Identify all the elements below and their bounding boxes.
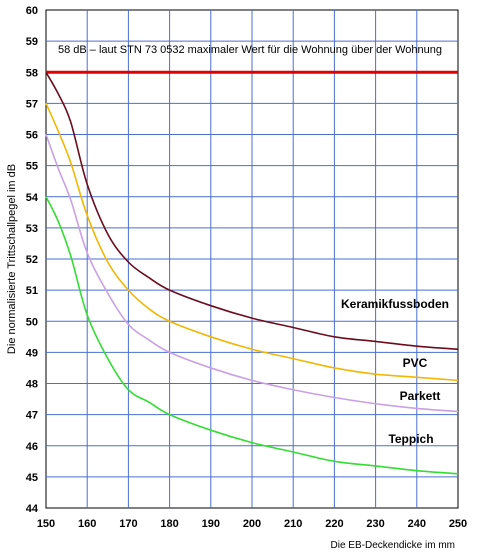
- y-tick-labels: 44 45 46 47 48 49 50 51 52 53 54 55 56 57 58 59 60: [26, 5, 39, 515]
- y-tick-label: 59: [26, 36, 38, 48]
- x-tick-label: 230: [366, 518, 384, 530]
- x-tick-labels: 150 160 170 180 190 200 210 220 230 240 250: [37, 518, 467, 530]
- series-label-keramikfussboden: Keramikfussboden: [341, 297, 449, 311]
- y-tick-label: 54: [26, 192, 39, 204]
- series-line-keramikfussboden: [45, 71, 459, 351]
- y-tick-label: 50: [26, 316, 38, 328]
- series-line-parkett: [45, 134, 459, 413]
- series-line-pvc: [45, 103, 459, 382]
- y-axis-label: Die normalisierte Trittschallpegel im dB: [6, 164, 18, 354]
- y-tick-label: 60: [26, 5, 38, 17]
- series-labels: Keramikfussboden PVC Parkett Teppich: [341, 297, 449, 446]
- y-tick-label: 58: [26, 67, 38, 79]
- y-tick-label: 48: [26, 379, 38, 391]
- grid: [46, 10, 458, 508]
- series-label-pvc: PVC: [403, 356, 428, 370]
- y-tick-label: 53: [26, 223, 38, 235]
- x-tick-label: 240: [408, 518, 426, 530]
- y-tick-label: 51: [26, 285, 38, 297]
- y-tick-label: 47: [26, 410, 38, 422]
- x-tick-label: 250: [449, 518, 467, 530]
- x-tick-label: 210: [284, 518, 302, 530]
- series-line-teppich: [45, 196, 459, 475]
- x-tick-label: 200: [243, 518, 261, 530]
- x-tick-label: 150: [37, 518, 55, 530]
- y-tick-label: 45: [26, 472, 38, 484]
- series-lines: [45, 71, 459, 475]
- y-tick-label: 52: [26, 254, 38, 266]
- x-axis-label: Die EB-Deckendicke im mm: [331, 540, 455, 551]
- x-tick-label: 180: [160, 518, 178, 530]
- series-label-teppich: Teppich: [388, 432, 433, 446]
- x-tick-label: 190: [202, 518, 220, 530]
- y-tick-label: 44: [26, 503, 39, 515]
- reference-line-label: 58 dB – laut STN 73 0532 maximaler Wert …: [58, 44, 442, 56]
- x-tick-label: 170: [119, 518, 137, 530]
- y-tick-label: 49: [26, 347, 38, 359]
- y-tick-label: 55: [26, 161, 38, 173]
- y-tick-label: 56: [26, 130, 38, 142]
- y-tick-label: 57: [26, 98, 38, 110]
- y-tick-label: 46: [26, 441, 38, 453]
- series-label-parkett: Parkett: [400, 389, 441, 403]
- x-tick-label: 160: [78, 518, 96, 530]
- x-tick-label: 220: [325, 518, 343, 530]
